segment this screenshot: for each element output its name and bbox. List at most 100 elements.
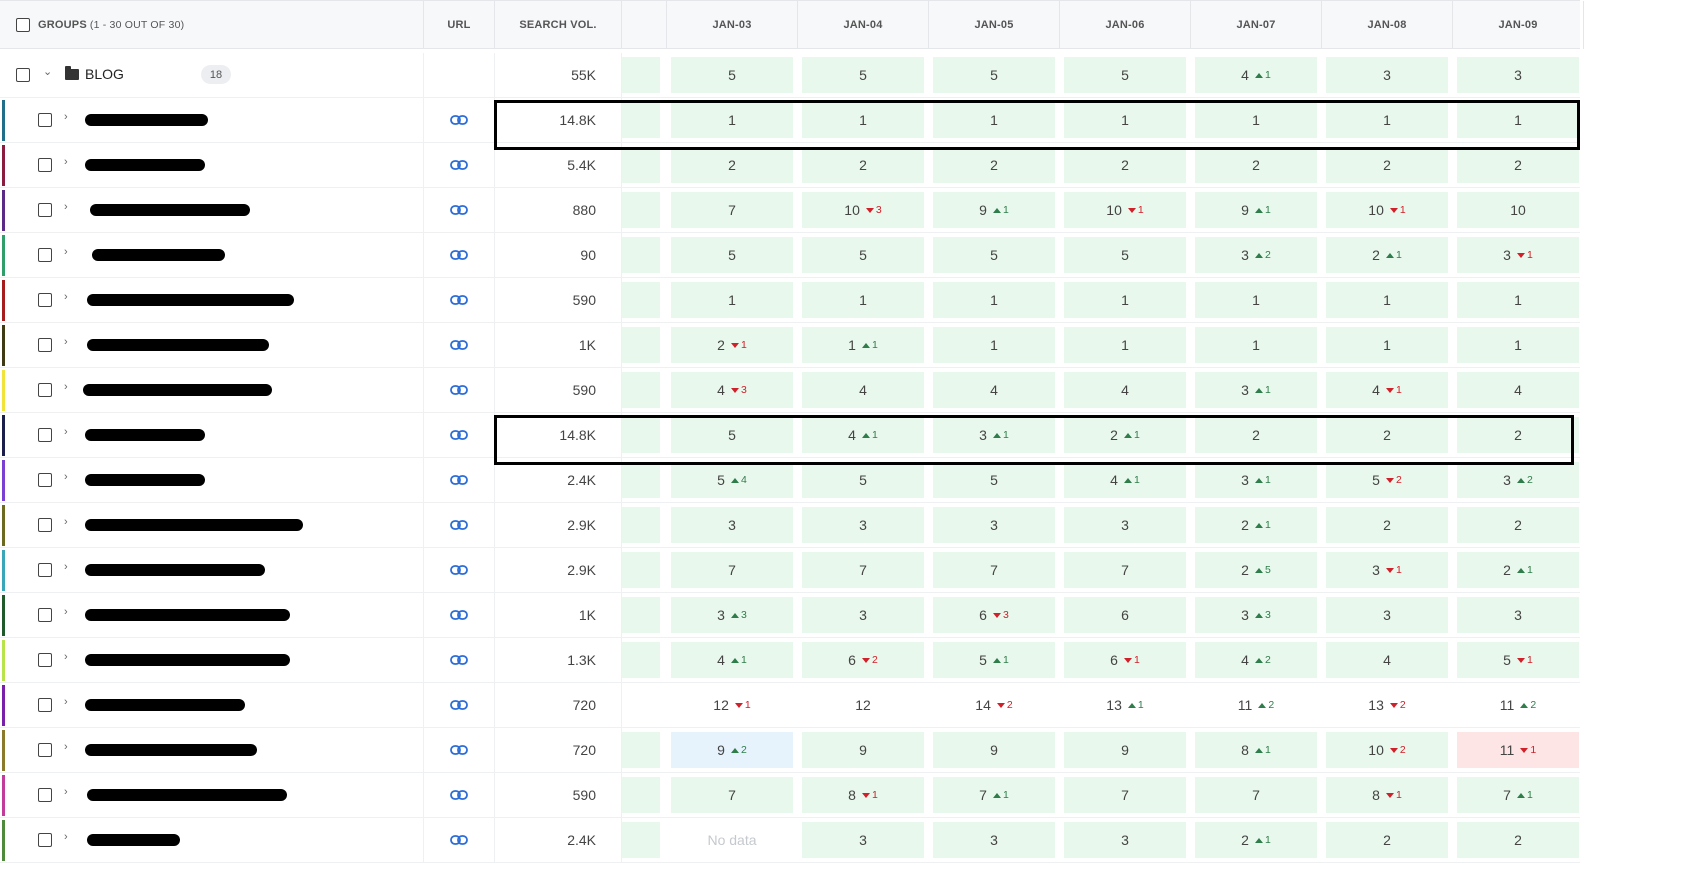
rank-cell[interactable]: 10 1 — [1064, 192, 1186, 228]
rank-cell[interactable]: 11 1 — [1457, 732, 1579, 768]
keyword-row[interactable]: › 590 7 8 1 7 1 7 7 8 1 7 1 — [0, 773, 1580, 818]
chevron-right-icon[interactable]: › — [64, 741, 68, 753]
rank-cell[interactable]: 2 — [1326, 147, 1448, 183]
link-icon[interactable] — [450, 834, 468, 846]
link-icon[interactable] — [450, 204, 468, 216]
rank-cell[interactable]: 1 — [1326, 282, 1448, 318]
chevron-right-icon[interactable]: › — [64, 786, 68, 798]
rank-cell[interactable]: 1 — [1457, 282, 1579, 318]
rank-cell[interactable]: 7 — [671, 192, 793, 228]
rank-cell[interactable]: 2 — [1457, 417, 1579, 453]
rank-cell[interactable]: 13 1 — [1064, 687, 1186, 723]
keyword-row[interactable]: › 2.4K No data 3 3 3 2 1 2 2 — [0, 818, 1580, 863]
row-checkbox[interactable] — [38, 113, 52, 127]
rank-cell[interactable]: 3 — [933, 507, 1055, 543]
group-checkbox[interactable] — [16, 68, 30, 82]
rank-cell[interactable]: 5 — [1064, 237, 1186, 273]
rank-cell[interactable]: 2 — [1326, 822, 1448, 858]
keyword-row[interactable]: › 590 1 1 1 1 1 1 1 — [0, 278, 1580, 323]
rank-cell[interactable]: 1 — [1064, 102, 1186, 138]
keyword-row[interactable]: › 90 5 5 5 5 3 2 2 1 3 1 — [0, 233, 1580, 278]
rank-cell[interactable]: 3 — [802, 597, 924, 633]
rank-cell[interactable]: 5 — [1064, 57, 1186, 93]
rank-cell[interactable]: 4 — [802, 372, 924, 408]
rank-cell[interactable]: 2 — [671, 147, 793, 183]
rank-cell[interactable]: 2 — [1326, 417, 1448, 453]
rank-cell[interactable]: 1 — [802, 102, 924, 138]
row-checkbox[interactable] — [38, 473, 52, 487]
row-checkbox[interactable] — [38, 338, 52, 352]
rank-cell[interactable]: 10 2 — [1326, 732, 1448, 768]
rank-cell[interactable]: 9 — [802, 732, 924, 768]
rank-cell[interactable]: 6 — [1064, 597, 1186, 633]
chevron-right-icon[interactable]: › — [64, 426, 68, 438]
rank-cell[interactable]: 1 — [1457, 327, 1579, 363]
date-header-jan-05[interactable]: JAN-05 — [929, 1, 1060, 49]
rank-cell[interactable]: 5 — [671, 57, 793, 93]
row-checkbox[interactable] — [38, 653, 52, 667]
chevron-right-icon[interactable]: › — [64, 651, 68, 663]
rank-cell[interactable]: 2 — [1326, 507, 1448, 543]
rank-cell[interactable]: 7 — [1064, 777, 1186, 813]
rank-cell[interactable]: 4 — [1326, 642, 1448, 678]
rank-cell[interactable]: 2 — [1457, 507, 1579, 543]
rank-cell[interactable]: 5 — [802, 237, 924, 273]
row-checkbox[interactable] — [38, 293, 52, 307]
rank-cell[interactable]: 3 — [1326, 57, 1448, 93]
date-header-jan-03[interactable]: JAN-03 — [667, 1, 798, 49]
rank-cell[interactable]: 5 — [671, 237, 793, 273]
row-checkbox[interactable] — [38, 158, 52, 172]
rank-cell[interactable]: 3 — [1457, 597, 1579, 633]
keyword-row[interactable]: › 14.8K 1 1 1 1 1 1 1 — [0, 98, 1580, 143]
keyword-row[interactable]: › 1K 3 3 3 6 3 6 3 3 3 3 — [0, 593, 1580, 638]
rank-cell[interactable]: 5 — [933, 462, 1055, 498]
link-icon[interactable] — [450, 519, 468, 531]
search-vol-header[interactable]: SEARCH VOL. — [495, 1, 622, 49]
link-icon[interactable] — [450, 339, 468, 351]
rank-cell[interactable]: 5 — [933, 57, 1055, 93]
link-icon[interactable] — [450, 114, 468, 126]
keyword-row[interactable]: › 1.3K 4 1 6 2 5 1 6 1 4 2 4 5 1 — [0, 638, 1580, 683]
rank-cell[interactable]: 3 — [671, 507, 793, 543]
rank-cell[interactable]: 3 — [1457, 57, 1579, 93]
rank-cell[interactable]: 1 — [1195, 102, 1317, 138]
link-icon[interactable] — [450, 384, 468, 396]
chevron-right-icon[interactable]: › — [64, 516, 68, 528]
rank-cell[interactable]: 1 — [1457, 102, 1579, 138]
keyword-row[interactable]: › 720 9 2 9 9 9 8 1 10 2 11 1 — [0, 728, 1580, 773]
row-checkbox[interactable] — [38, 608, 52, 622]
chevron-right-icon[interactable]: › — [64, 201, 68, 213]
rank-cell[interactable]: 7 — [802, 552, 924, 588]
row-checkbox[interactable] — [38, 788, 52, 802]
chevron-right-icon[interactable]: › — [64, 561, 68, 573]
chevron-right-icon[interactable]: › — [64, 291, 68, 303]
rank-cell[interactable]: No data — [671, 822, 793, 858]
rank-cell[interactable]: 4 — [1064, 372, 1186, 408]
rank-cell[interactable]: 5 — [933, 237, 1055, 273]
rank-cell[interactable]: 1 — [1195, 282, 1317, 318]
link-icon[interactable] — [450, 474, 468, 486]
